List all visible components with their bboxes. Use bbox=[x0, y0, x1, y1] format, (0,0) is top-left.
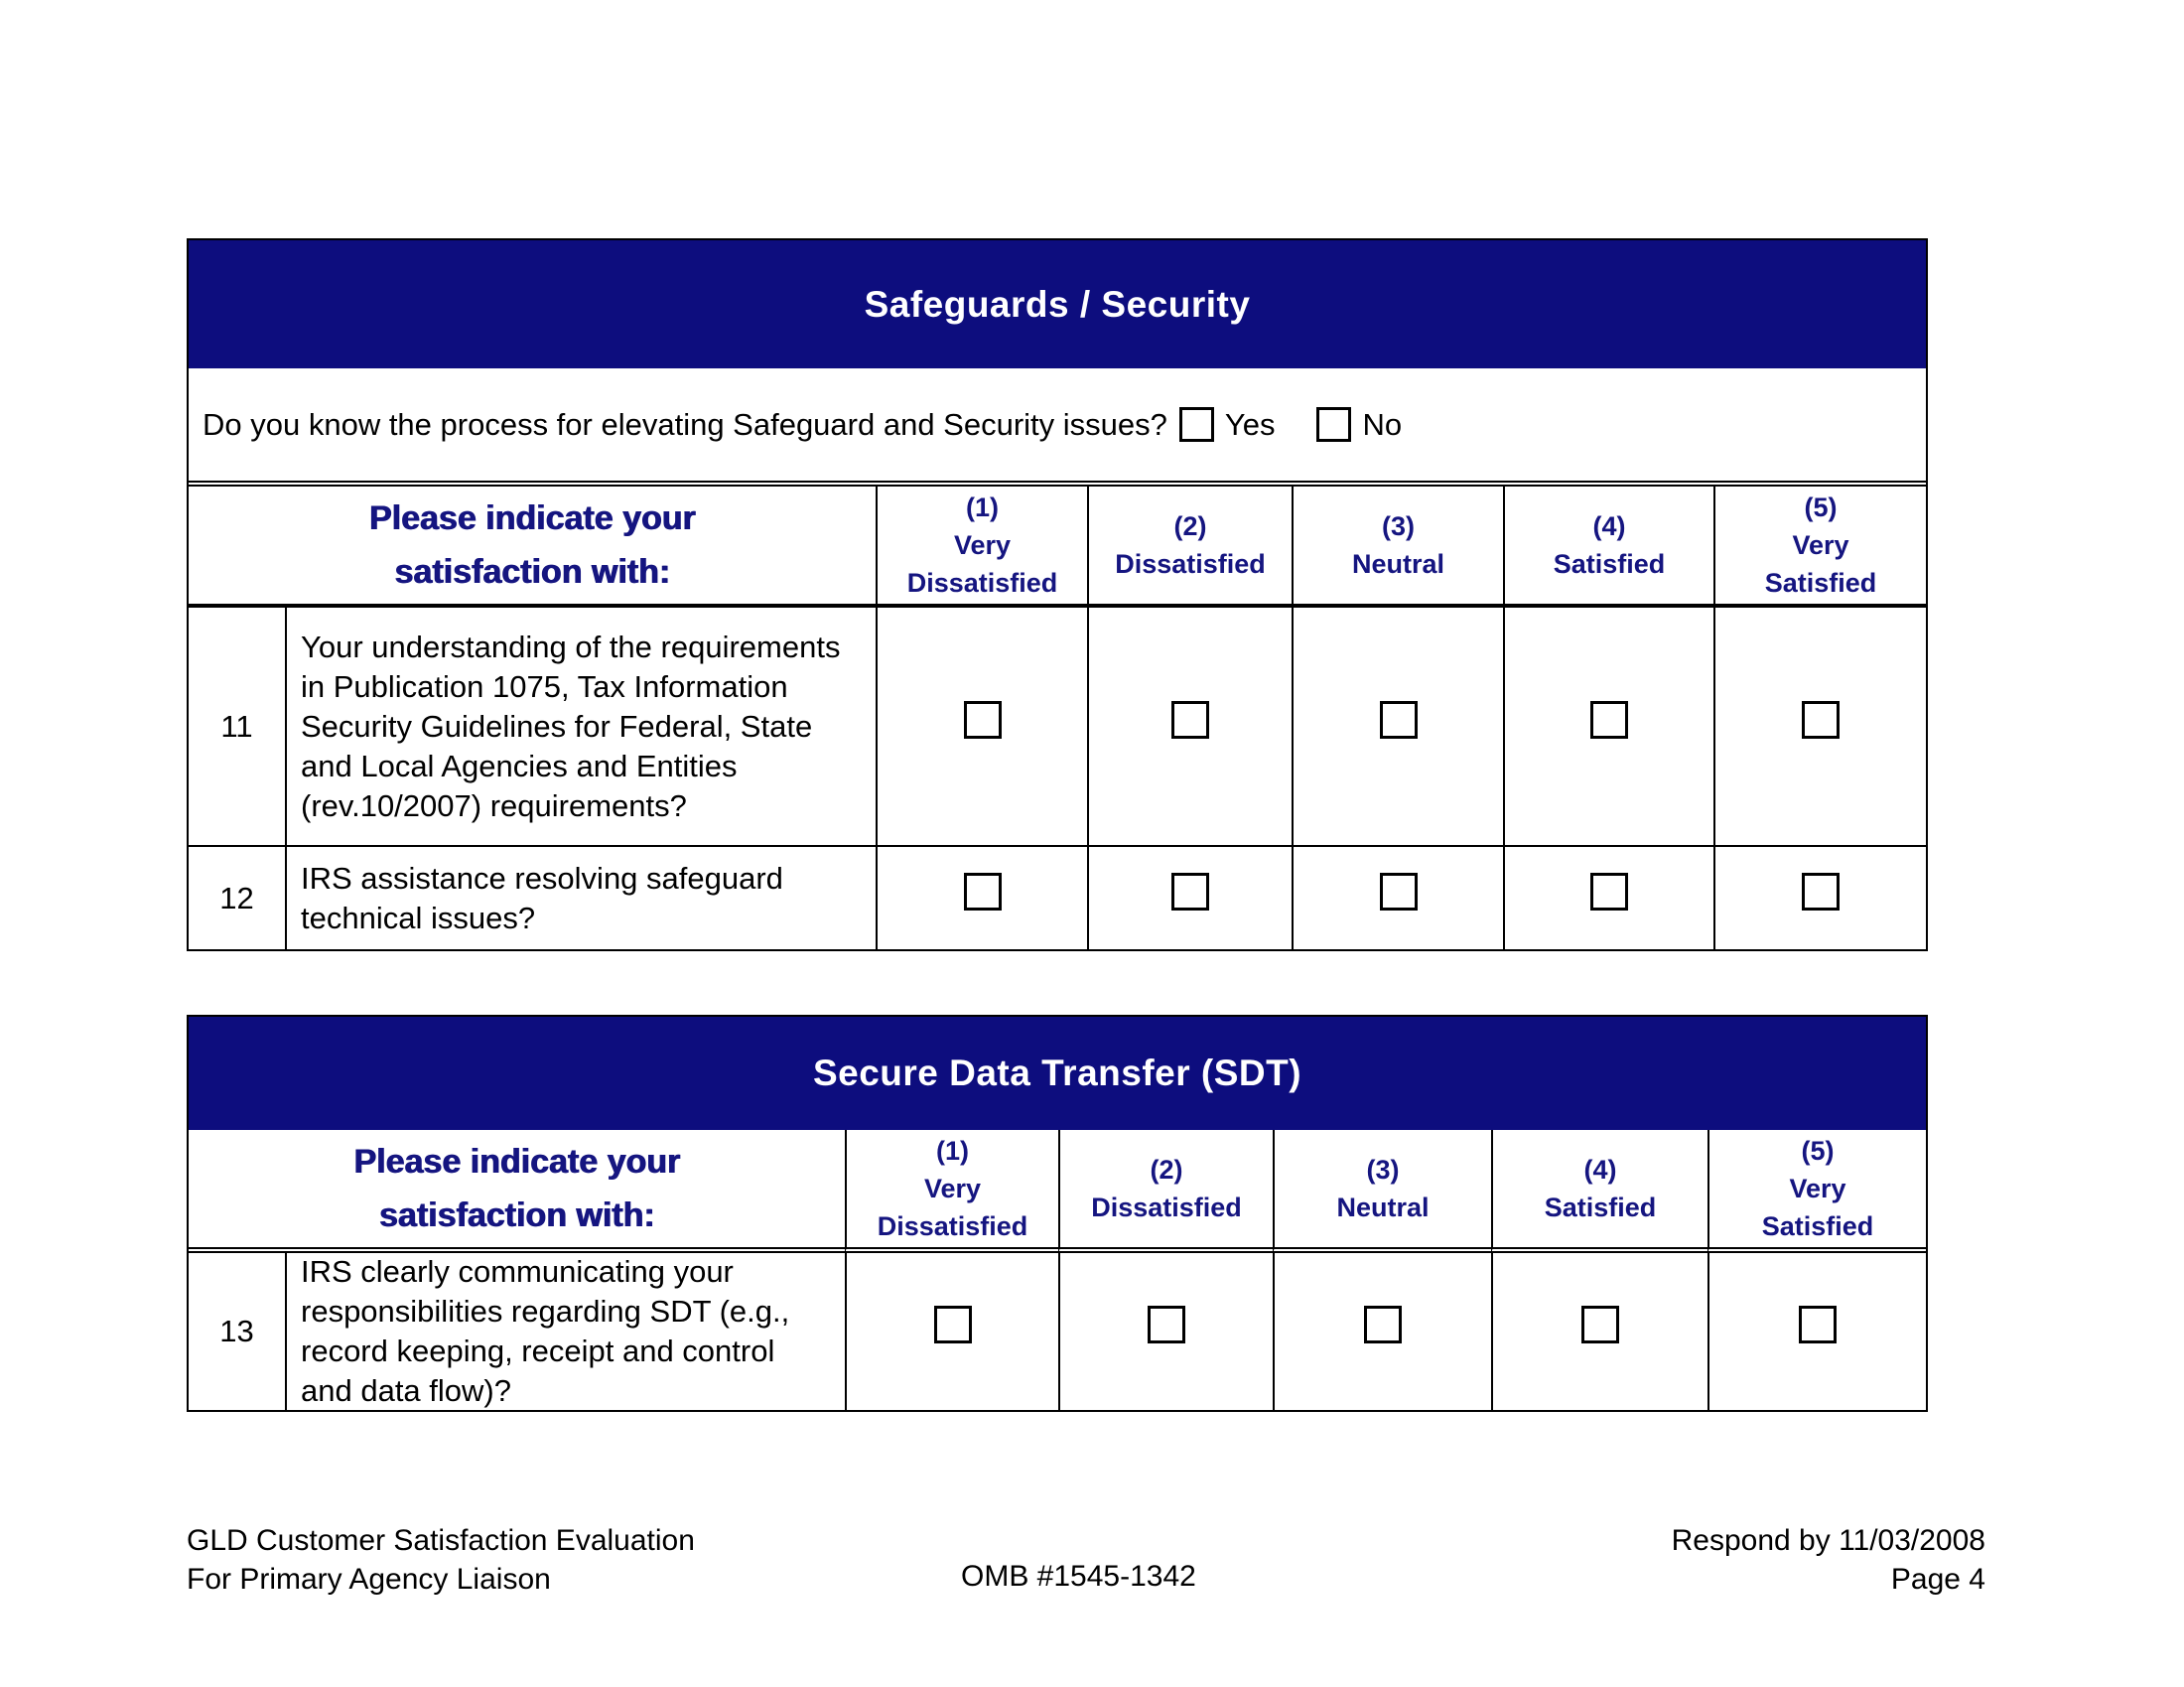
prompt-line1: Please indicate your bbox=[368, 499, 696, 537]
rating-header-very-satisfied: (5) Very Satisfied bbox=[1707, 1130, 1926, 1253]
safeguards-title-bar: Safeguards / Security bbox=[189, 240, 1926, 368]
section-title: Secure Data Transfer (SDT) bbox=[812, 1053, 1302, 1093]
rating-cell bbox=[1292, 608, 1503, 847]
yes-label: Yes bbox=[1224, 406, 1276, 442]
rating-cell bbox=[1713, 847, 1926, 949]
rating-cell bbox=[1707, 1253, 1926, 1410]
checkbox-q12-rating-1[interactable] bbox=[963, 872, 1002, 911]
question-12-text: IRS assistance resolving safeguard techn… bbox=[285, 847, 876, 949]
checkbox-q11-rating-3[interactable] bbox=[1379, 700, 1418, 739]
footer-doc-subtitle: For Primary Agency Liaison bbox=[187, 1563, 551, 1596]
checkbox-q12-rating-4[interactable] bbox=[1590, 872, 1628, 911]
checkbox-q11-rating-1[interactable] bbox=[963, 700, 1002, 739]
rating-cell bbox=[876, 608, 1087, 847]
checkbox-q11-rating-5[interactable] bbox=[1802, 700, 1840, 739]
rating-cell bbox=[1292, 847, 1503, 949]
checkbox-q12-rating-3[interactable] bbox=[1379, 872, 1418, 911]
footer-left: GLD Customer Satisfaction Evaluation For… bbox=[187, 1521, 695, 1599]
footer-doc-title: GLD Customer Satisfaction Evaluation bbox=[187, 1524, 695, 1557]
satisfaction-prompt: Please indicate your satisfaction with: bbox=[189, 487, 876, 608]
rating-header-satisfied: (4) Satisfied bbox=[1491, 1130, 1707, 1253]
checkbox-q13-rating-2[interactable] bbox=[1148, 1306, 1185, 1343]
rating-cell bbox=[1491, 1253, 1707, 1410]
checkbox-q12-rating-2[interactable] bbox=[1171, 872, 1209, 911]
checkbox-q13-rating-3[interactable] bbox=[1364, 1306, 1402, 1343]
section-title: Safeguards / Security bbox=[864, 283, 1251, 325]
rating-cell bbox=[1087, 608, 1292, 847]
footer-right: Respond by 11/03/2008 Page 4 bbox=[1672, 1521, 1985, 1599]
prompt-line2: satisfaction with: bbox=[378, 1196, 655, 1234]
rating-header-neutral: (3) Neutral bbox=[1292, 487, 1503, 608]
secure-data-transfer-section: Secure Data Transfer (SDT) Please indica… bbox=[187, 1015, 1928, 1412]
no-label: No bbox=[1362, 406, 1403, 442]
rating-cell bbox=[845, 1253, 1058, 1410]
rating-header-very-dissatisfied: (1) Very Dissatisfied bbox=[876, 487, 1087, 608]
rating-header-neutral: (3) Neutral bbox=[1273, 1130, 1491, 1253]
row-number: 12 bbox=[219, 880, 254, 915]
rating-header-very-dissatisfied: (1) Very Dissatisfied bbox=[845, 1130, 1058, 1253]
question-13-text: IRS clearly communicating your responsib… bbox=[285, 1253, 845, 1410]
rating-cell bbox=[1503, 847, 1713, 949]
prompt-line2: satisfaction with: bbox=[394, 553, 670, 591]
elevating-issues-question-row: Do you know the process for elevating Sa… bbox=[189, 368, 1926, 487]
rating-cell bbox=[1058, 1253, 1273, 1410]
row-number: 13 bbox=[219, 1314, 254, 1348]
no-checkbox[interactable] bbox=[1316, 407, 1352, 442]
yes-checkbox[interactable] bbox=[1178, 407, 1214, 442]
footer-page-number: Page 4 bbox=[1890, 1563, 1985, 1596]
safeguards-rating-table: Please indicate your satisfaction with: … bbox=[189, 487, 1926, 949]
checkbox-q11-rating-2[interactable] bbox=[1171, 700, 1209, 739]
rating-header-satisfied: (4) Satisfied bbox=[1503, 487, 1713, 608]
rating-cell bbox=[1503, 608, 1713, 847]
checkbox-q12-rating-5[interactable] bbox=[1802, 872, 1840, 911]
rating-cell bbox=[1087, 847, 1292, 949]
checkbox-q11-rating-4[interactable] bbox=[1590, 700, 1628, 739]
rating-header-dissatisfied: (2) Dissatisfied bbox=[1058, 1130, 1273, 1253]
rating-header-dissatisfied: (2) Dissatisfied bbox=[1087, 487, 1292, 608]
rating-header-very-satisfied: (5) Very Satisfied bbox=[1713, 487, 1926, 608]
rating-cell bbox=[1273, 1253, 1491, 1410]
question-11-text: Your understanding of the requirements i… bbox=[285, 608, 876, 847]
rating-cell bbox=[1713, 608, 1926, 847]
checkbox-q13-rating-4[interactable] bbox=[1581, 1306, 1619, 1343]
prompt-line1: Please indicate your bbox=[353, 1143, 680, 1181]
satisfaction-prompt: Please indicate your satisfaction with: bbox=[189, 1130, 845, 1253]
question-text: Do you know the process for elevating Sa… bbox=[203, 406, 1167, 442]
sdt-rating-table: Please indicate your satisfaction with: … bbox=[189, 1130, 1926, 1410]
row-number: 11 bbox=[189, 608, 285, 847]
rating-cell bbox=[876, 847, 1087, 949]
sdt-title-bar: Secure Data Transfer (SDT) bbox=[189, 1017, 1926, 1130]
checkbox-q13-rating-1[interactable] bbox=[933, 1306, 972, 1343]
checkbox-q13-rating-5[interactable] bbox=[1799, 1306, 1837, 1343]
safeguards-security-section: Safeguards / Security Do you know the pr… bbox=[187, 238, 1928, 951]
footer-respond-by: Respond by 11/03/2008 bbox=[1671, 1524, 1985, 1557]
footer-omb-number: OMB #1545-1342 bbox=[961, 1560, 1196, 1593]
